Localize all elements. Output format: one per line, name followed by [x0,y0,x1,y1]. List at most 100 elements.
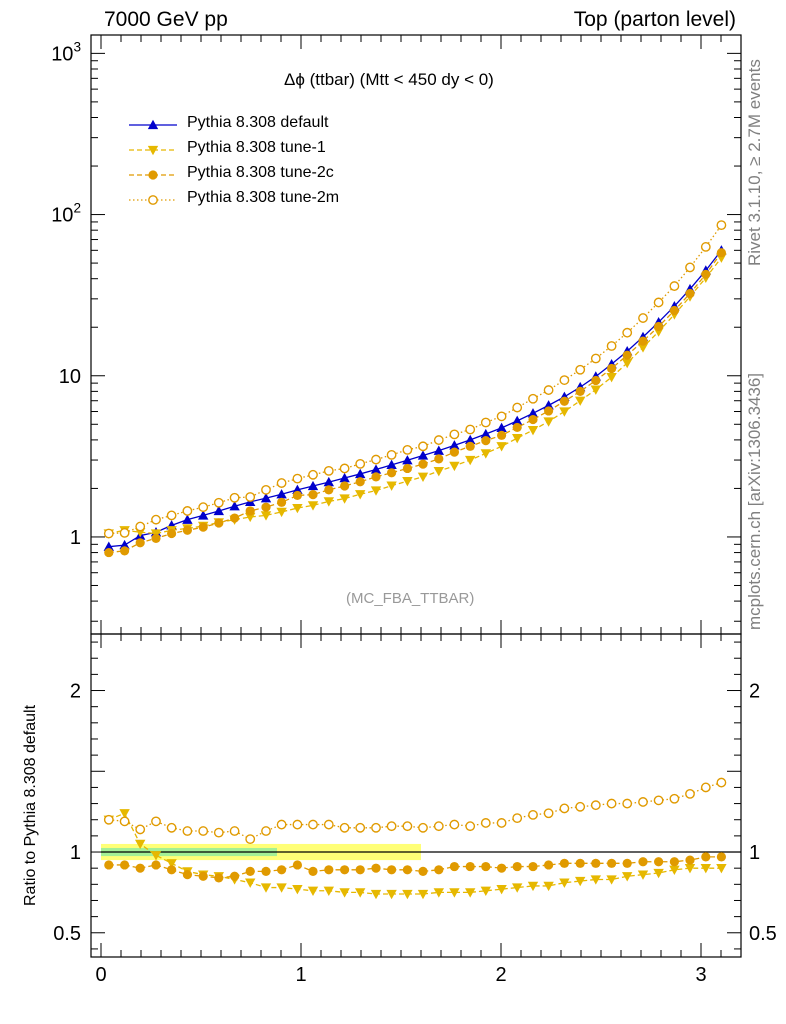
main-data-point [716,248,727,258]
ratio-data-point [198,871,208,881]
main-data-point [166,510,177,521]
main-data-point [481,436,491,446]
ratio-data-point [119,809,130,819]
ratio-y-tick-label-right: 2 [749,681,760,703]
watermark-label: (MC_FBA_TTBAR) [346,590,475,607]
ratio-data-point [213,827,224,838]
ratio-y-tick-label: 1 [70,842,81,864]
main-data-point [230,513,240,523]
main-data-point [575,396,586,406]
ratio-data-point [135,839,146,850]
main-data-point [654,321,664,332]
main-data-point [402,463,412,474]
ratio-data-point [402,889,413,900]
ratio-data-point [512,883,523,893]
main-data-point [607,363,617,374]
ratio-data-point [575,876,586,887]
ratio-data-point [150,851,162,861]
ratio-series-line [108,781,722,840]
main-data-point [434,454,444,464]
ratio-data-point [465,821,476,832]
main-data-point [402,455,413,465]
main-data-point [417,472,429,483]
header-left-text: 7000 GeV pp [104,8,228,31]
ratio-data-point [700,782,711,793]
main-data-point [323,497,334,507]
main-data-point [638,336,648,346]
ratio-data-point [323,819,334,830]
main-data-point [512,415,523,426]
ratio-data-point [543,881,554,892]
main-data-point [433,435,444,445]
main-data-point [103,541,114,551]
main-data-point [119,539,130,550]
main-data-point [543,417,554,427]
main-data-point [559,407,570,417]
ratio-data-point [245,878,256,888]
ratio-data-point [590,800,601,811]
main-data-point [323,476,334,487]
ratio-data-point [167,865,177,875]
main-data-point [386,449,397,460]
y-tick-label: 1 [70,527,81,549]
ratio-data-point [402,821,413,832]
main-data-point [339,494,350,504]
main-data-point [245,492,256,502]
main-data-point [292,490,302,501]
main-data-point [198,510,209,520]
main-data-point [260,492,272,503]
ratio-data-point [135,824,146,835]
main-data-point [653,297,664,308]
main-data-point [292,503,303,514]
ratio-y-tick-label-right: 0.5 [749,923,777,945]
ratio-series-layer [103,777,727,900]
ratio-data-point [355,822,366,833]
ratio-data-point [370,889,382,900]
main-data-point [512,422,522,433]
main-data-point [182,506,193,516]
main-data-point [527,408,539,418]
main-data-point [701,269,711,279]
ratio-data-point [402,865,412,875]
main-data-point [119,527,130,538]
main-data-point [575,386,585,396]
ratio-data-point [324,865,334,875]
main-data-point [590,385,601,395]
ratio-data-point [166,822,177,833]
ratio-data-point [103,814,114,825]
main-series-line [108,252,722,554]
main-data-point [417,450,429,460]
ratio-data-point [433,821,444,832]
ratio-data-point [496,818,507,828]
ratio-data-point [496,885,507,895]
ratio-data-point [355,865,365,875]
ratio-series-1 [104,852,727,883]
ratio-data-point [685,788,695,799]
ratio-data-point [245,866,255,877]
main-data-point [527,425,539,436]
legend-label: Pythia 8.308 tune-2m [187,189,340,206]
main-data-point [497,430,507,440]
ratio-data-point [701,852,711,862]
x-tick-label: 3 [695,964,706,986]
main-data-point [685,262,695,273]
main-data-point [622,350,632,360]
chart-title: Δϕ (ttbar) (Mtt < 450 dy < 0) [284,70,494,89]
main-data-point [685,288,695,299]
main-data-point [465,455,476,466]
ratio-data-point [480,886,491,896]
main-data-point [637,343,649,353]
ratio-data-point [607,858,617,868]
ratio-data-point [716,852,727,862]
main-data-point [700,242,711,252]
ratio-data-point [606,798,617,809]
ratio-reference-band [101,843,741,861]
ratio-data-point [434,865,444,875]
ratio-data-point [418,822,428,833]
ratio-data-point [591,858,601,868]
ratio-data-point [371,822,381,833]
ratio-data-point [654,857,664,867]
ratio-data-point [260,883,272,893]
main-data-point [449,447,459,457]
